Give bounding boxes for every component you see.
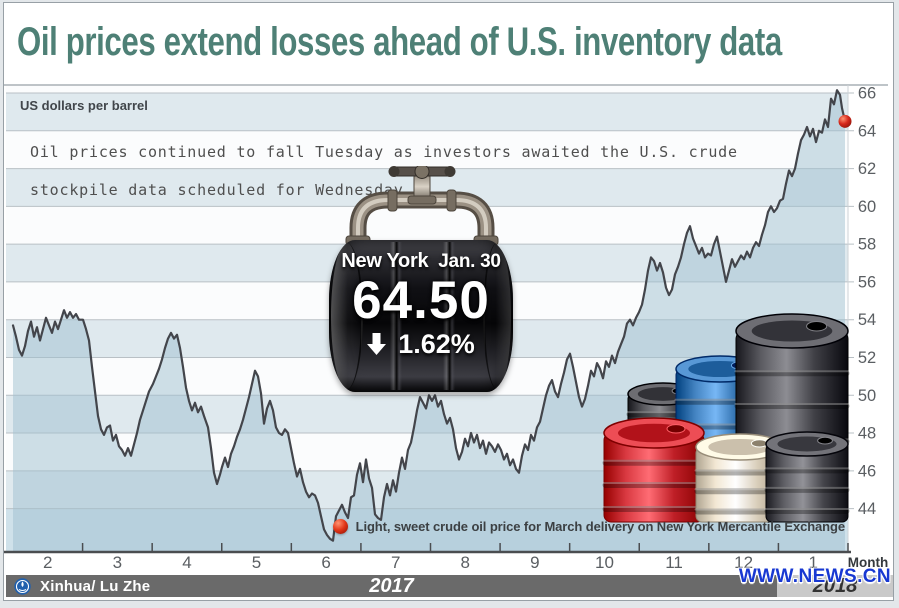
x-tick-label: 6 <box>321 553 330 572</box>
xinhua-logo-icon <box>14 577 31 595</box>
footer-year-right: 2018 <box>777 575 893 597</box>
exchange-label: New York <box>341 250 429 272</box>
price-value: 64.50 <box>352 271 490 330</box>
price-date: Jan. 30 <box>438 251 501 272</box>
news-site-link[interactable]: WWW.NEWS.CN <box>738 566 891 587</box>
barrel-rib <box>389 242 402 390</box>
plot-band <box>6 206 848 245</box>
barrel-rib <box>443 242 456 390</box>
y-tick-label: 48 <box>858 425 876 443</box>
plot-band <box>6 93 848 131</box>
barrel-dark-front <box>764 431 850 523</box>
x-tick-label: 8 <box>461 553 470 572</box>
plot-band <box>6 130 848 169</box>
x-tick-label: 5 <box>252 553 261 572</box>
x-tick-label: 10 <box>595 553 614 572</box>
y-tick-label: 60 <box>858 198 876 216</box>
y-tick-label: 54 <box>858 311 876 329</box>
y-tick-label: 58 <box>858 236 876 254</box>
x-tick-label: 4 <box>182 553 191 572</box>
plot-band <box>6 85 848 93</box>
description-line-1: Oil prices continued to fall Tuesday as … <box>30 143 738 161</box>
description: Oil prices continued to fall Tuesday as … <box>30 143 738 219</box>
x-tick-label: 7 <box>391 553 400 572</box>
y-tick-label: 50 <box>858 387 876 405</box>
price-line <box>11 89 847 542</box>
x-tick-label: 11 <box>665 553 683 572</box>
year-2017-label: 2017 <box>369 574 414 597</box>
price-change: 1.62% <box>398 328 475 359</box>
x-tick-label: 12 <box>734 553 753 572</box>
pipe-valve-icon <box>345 166 499 258</box>
x-tick-label: 9 <box>530 553 539 572</box>
y-tick-label: 62 <box>858 160 876 178</box>
barrel-cream <box>694 433 786 523</box>
x-axis-title: Month <box>848 555 888 570</box>
down-arrow-icon <box>367 333 387 356</box>
x-tick-label: 1 <box>808 553 817 572</box>
description-line-2: stockpile data scheduled for Wednesday <box>30 181 404 199</box>
y-tick-label: 66 <box>858 85 876 103</box>
x-tick-label: 3 <box>113 553 122 572</box>
legend-marker-icon <box>332 519 348 534</box>
barrel-red <box>602 417 706 523</box>
price-readout: New York Jan. 30 64.50 1.62% <box>329 250 513 360</box>
headline: Oil prices extend losses ahead of U.S. i… <box>17 20 782 64</box>
y-tick-label: 64 <box>858 122 876 140</box>
price-card: New York Jan. 30 64.50 1.62% <box>322 166 522 398</box>
y-tick-label: 46 <box>858 462 876 480</box>
credit-text: Xinhua/ Lu Zhe <box>40 577 151 595</box>
y-tick-label: 56 <box>858 273 876 291</box>
y-tick-label: 52 <box>858 349 876 367</box>
footer-credit-bar: Xinhua/ Lu Zhe 2017 <box>6 575 777 597</box>
y-tick-label: 44 <box>858 500 876 518</box>
oil-barrel-graphic: New York Jan. 30 64.50 1.62% <box>329 240 513 392</box>
last-price-marker <box>838 114 852 128</box>
legend: Light, sweet crude oil price for March d… <box>332 519 845 534</box>
y-axis-unit-label: US dollars per barrel <box>20 98 148 113</box>
legend-label: Light, sweet crude oil price for March d… <box>355 519 845 534</box>
year-2018-label: 2018 <box>812 574 858 597</box>
x-tick-label: 2 <box>43 553 52 572</box>
